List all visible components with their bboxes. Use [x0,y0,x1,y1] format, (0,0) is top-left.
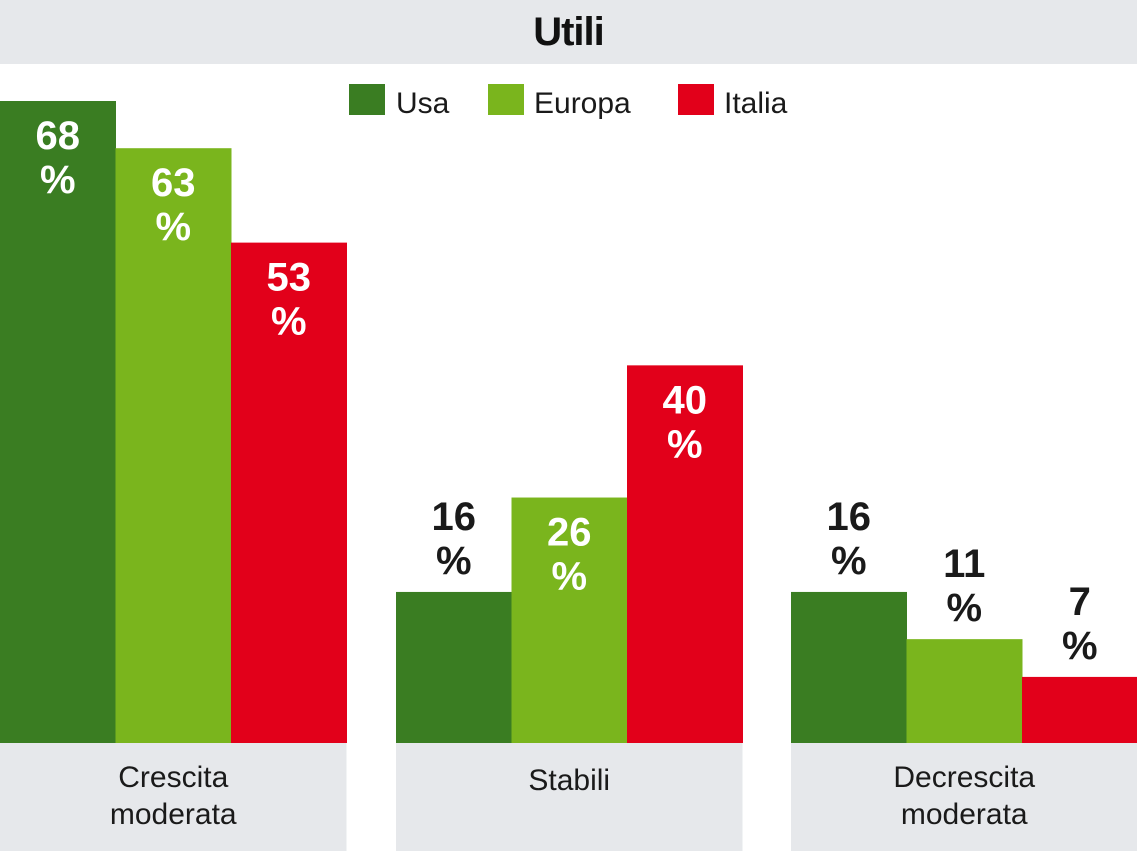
bar-value-label: 16 [432,495,477,539]
legend-label: Europa [534,87,631,120]
bar-value-label: 26 [547,511,592,555]
category-label: moderata [901,798,1028,831]
bar [627,365,743,743]
bar [115,148,232,744]
bar [0,101,116,743]
category-backgrounds [0,743,1137,851]
category-background [396,743,743,851]
bar-value-label: 53 [267,256,312,300]
bar-value-label: 63 [151,161,196,205]
bar-value-unit: % [155,205,191,249]
legend-label: Italia [724,87,788,120]
bar [396,591,512,743]
bar [1022,676,1137,743]
category-label: Decrescita [893,761,1035,794]
legend-swatch [349,84,385,115]
bar [906,639,1023,743]
bar-value-label: 11 [943,542,985,586]
bar [231,242,347,743]
chart-title: Utili [533,9,605,54]
bars [0,101,1137,744]
legend-swatch [678,84,714,115]
bar-value-unit: % [1062,624,1098,668]
bar-value-unit: % [271,300,307,344]
bar [511,497,628,743]
bar-value-label: 40 [663,378,708,422]
bar-value-unit: % [667,422,703,466]
category-background [791,743,1137,851]
bar-value-unit: % [40,158,76,202]
bar-value-unit: % [436,539,472,583]
bar-value-labels: 68% 63%53%16%26%40%16% 11% 7% [36,114,1098,668]
category-background [0,743,347,851]
bar-value-label: 68 [36,114,81,158]
category-label: Crescita [118,761,228,794]
bar-value-unit: % [551,555,587,599]
category-label: moderata [110,798,237,831]
chart-title-bar: Utili [0,0,1137,64]
bar [791,591,907,743]
bar-value-label: 7 [1069,580,1091,624]
category-labels: Crescita moderata Stabili Decrescita moderat… [110,761,1036,831]
bar-value-unit: % [946,586,982,630]
bar-value-label: 16 [827,495,872,539]
category-label: Stabili [528,764,610,797]
legend-swatch [488,84,524,115]
legend: Usa Europa Italia [349,84,788,120]
legend-label: Usa [396,87,450,120]
bar-value-unit: % [831,539,867,583]
